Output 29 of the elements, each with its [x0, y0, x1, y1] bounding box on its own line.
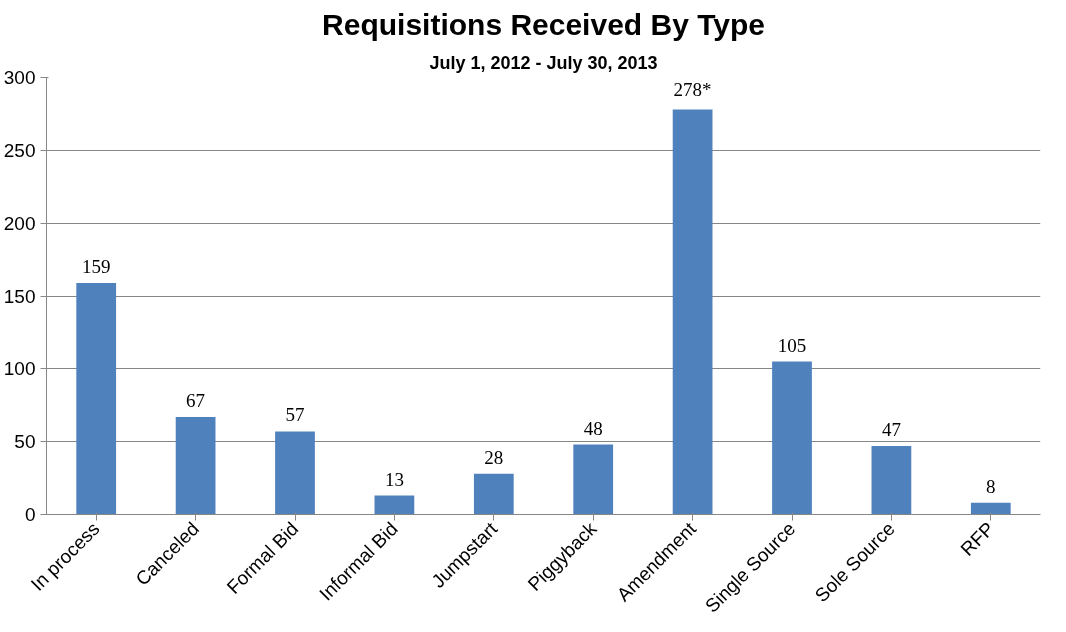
bar — [970, 502, 1011, 515]
data-label: 48 — [583, 417, 603, 439]
y-tick-label: 0 — [24, 504, 36, 525]
y-tick-label: 150 — [3, 285, 36, 307]
y-tick-label: 100 — [3, 358, 36, 380]
chart-subtitle: July 1, 2012 - July 30, 2013 — [429, 52, 658, 73]
y-tick-label: 250 — [3, 139, 36, 161]
bar — [374, 495, 415, 515]
bar — [473, 473, 514, 515]
chart-title: Requisitions Received By Type — [322, 7, 765, 41]
data-label: 278* — [673, 78, 712, 100]
data-label: 105 — [777, 334, 807, 356]
bar — [573, 444, 614, 515]
y-tick-label: 300 — [3, 67, 36, 88]
bar — [672, 109, 713, 515]
data-label: 159 — [81, 255, 111, 277]
data-label: 57 — [285, 404, 305, 426]
y-tick-label: 200 — [3, 212, 36, 234]
bar — [871, 446, 912, 515]
bar — [175, 416, 216, 515]
data-label: 67 — [186, 389, 206, 411]
data-label: 47 — [881, 419, 901, 441]
y-tick-label: 50 — [14, 431, 36, 453]
bar — [76, 282, 117, 515]
data-label: 13 — [384, 468, 404, 490]
bar — [772, 361, 812, 515]
data-label: 8 — [986, 475, 996, 497]
data-label: 28 — [484, 446, 504, 468]
bar — [275, 431, 315, 515]
